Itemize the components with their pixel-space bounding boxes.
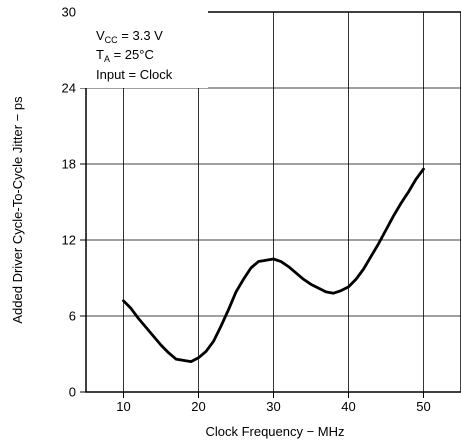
x-tick-label: 30 [266,399,280,414]
y-tick-label: 24 [62,81,76,96]
condition-ta: TA = 25°C [96,47,154,64]
jitter-series-line [122,167,425,363]
y-tick-label: 30 [62,5,76,20]
x-axis-title: Clock Frequency − MHz [205,424,344,439]
x-tick-label: 20 [191,399,205,414]
y-tick-labels: 0 6 12 18 24 30 [62,5,76,400]
x-tick-label: 10 [116,399,130,414]
x-tick-label: 40 [341,399,355,414]
y-tick-label: 0 [69,385,76,400]
axis-ticks [80,11,424,398]
y-tick-label: 12 [62,233,76,248]
y-axis-title: Added Driver Cycle-To-Cycle Jitter − ps [10,96,25,324]
conditions-box-background [78,8,208,88]
condition-input: Input = Clock [96,67,173,82]
y-tick-label: 6 [69,309,76,324]
y-tick-label: 18 [62,157,76,172]
condition-vcc: VCC = 3.3 V [96,28,163,45]
x-tick-labels: 10 20 30 40 50 [116,399,430,414]
x-tick-label: 50 [416,399,430,414]
